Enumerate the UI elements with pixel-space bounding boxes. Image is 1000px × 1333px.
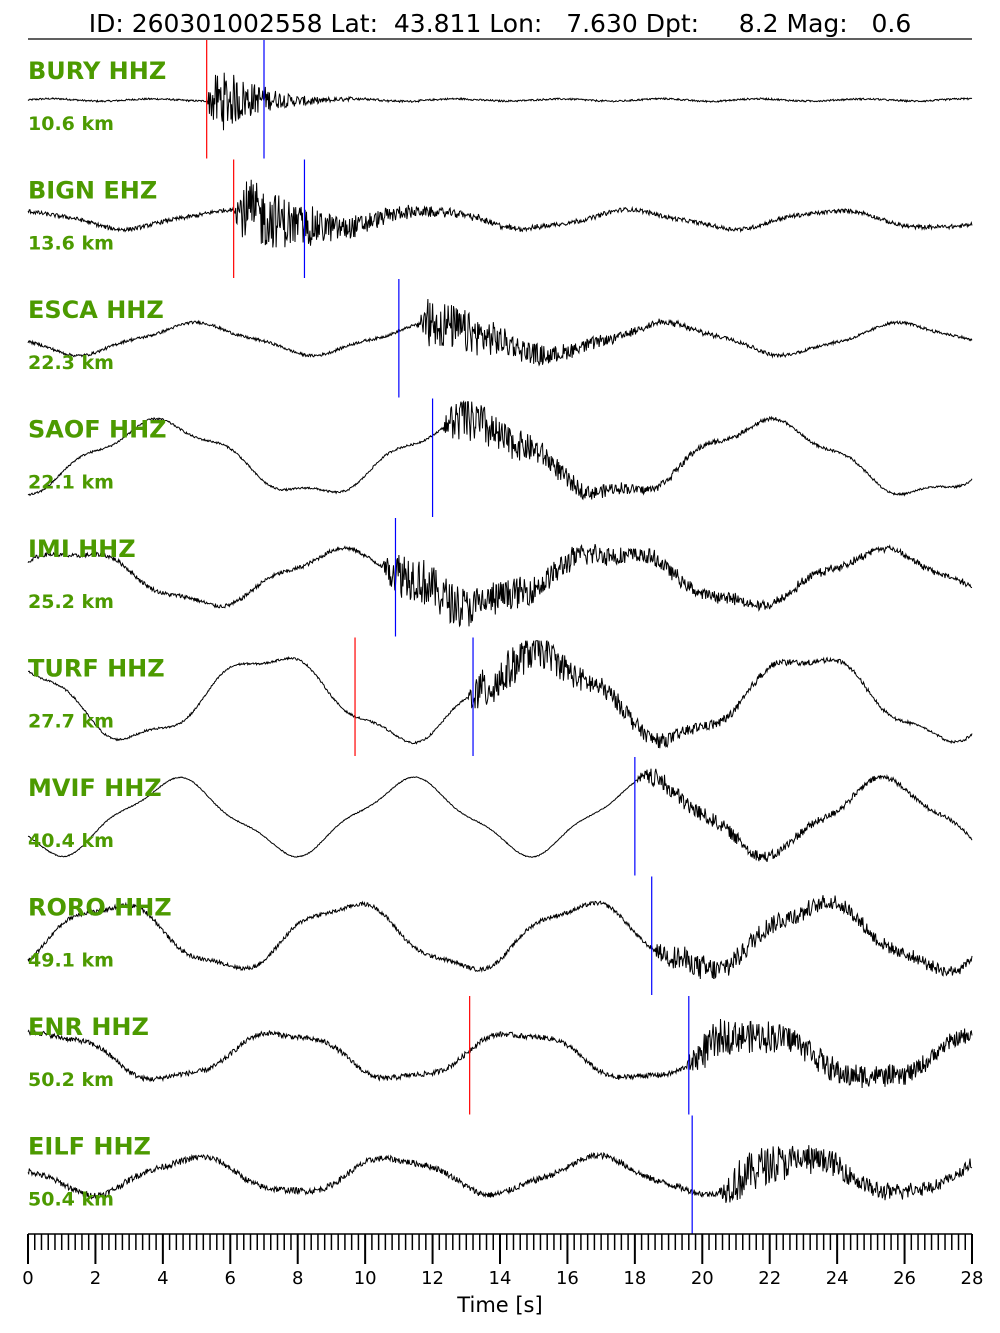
x-tick-label: 20 — [691, 1268, 714, 1289]
distance-label: 49.1 km — [28, 950, 114, 972]
x-tick-label: 16 — [556, 1268, 579, 1289]
x-tick-label: 4 — [157, 1268, 168, 1289]
distance-label: 27.7 km — [28, 711, 114, 733]
station-label: TURF HHZ — [28, 655, 165, 683]
trace-panel: ESCA HHZ 22.3 km — [27, 279, 973, 398]
distance-label: 22.3 km — [28, 352, 114, 374]
chart-title: ID: 260301002558 Lat: 43.811 Lon: 7.630 … — [89, 9, 912, 38]
trace-panel: BURY HHZ 10.6 km — [27, 40, 973, 159]
traces: BURY HHZ 10.6 km BIGN EHZ 13.6 km ESCA HHZ 22… — [27, 40, 973, 1234]
x-tick-label: 24 — [826, 1268, 849, 1289]
trace-panel: TURF HHZ 27.7 km — [28, 637, 973, 756]
distance-label: 50.4 km — [28, 1189, 114, 1211]
distance-label: 50.2 km — [28, 1069, 114, 1091]
x-axis: 0 2 4 6 8 10 12 14 16 18 20 22 24 26 28 — [22, 1233, 984, 1289]
distance-label: 10.6 km — [28, 113, 114, 135]
waveform-line — [27, 298, 973, 367]
trace-panel: ENR HHZ 50.2 km — [27, 996, 973, 1115]
waveform-line — [27, 768, 973, 862]
trace-panel: BIGN EHZ 13.6 km — [27, 159, 973, 278]
x-tick-label: 22 — [758, 1268, 781, 1289]
station-label: RORO HHZ — [28, 894, 172, 922]
x-tick-label: 2 — [90, 1268, 101, 1289]
waveform-line — [27, 179, 973, 248]
station-label: ESCA HHZ — [28, 296, 164, 324]
waveform-line — [27, 543, 973, 628]
trace-panel: SAOF HHZ 22.1 km — [27, 398, 973, 517]
x-tick-label: 12 — [421, 1268, 444, 1289]
waveform-line — [27, 400, 973, 501]
waveform-line — [27, 1145, 973, 1203]
distance-label: 25.2 km — [28, 591, 114, 613]
trace-panel: IMI HHZ 25.2 km — [27, 518, 973, 637]
station-label: BIGN EHZ — [28, 177, 157, 205]
x-tick-label: 14 — [489, 1268, 512, 1289]
waveform-line — [27, 895, 973, 980]
station-label: MVIF HHZ — [28, 774, 162, 802]
station-label: IMI HHZ — [28, 535, 136, 563]
trace-panel: MVIF HHZ 40.4 km — [27, 757, 973, 876]
waveform-line — [27, 72, 973, 131]
station-label: ENR HHZ — [28, 1013, 149, 1041]
distance-label: 22.1 km — [28, 472, 114, 494]
x-tick-label: 8 — [292, 1268, 303, 1289]
trace-panel: EILF HHZ 50.4 km — [27, 1115, 973, 1234]
station-label: SAOF HHZ — [28, 416, 167, 444]
distance-label: 40.4 km — [28, 830, 114, 852]
x-tick-label: 6 — [225, 1268, 236, 1289]
x-tick-label: 26 — [893, 1268, 916, 1289]
x-axis-label: Time [s] — [456, 1293, 542, 1317]
x-tick-label: 28 — [961, 1268, 984, 1289]
distance-label: 13.6 km — [28, 233, 114, 255]
x-tick-label: 0 — [22, 1268, 33, 1289]
x-tick-label: 18 — [623, 1268, 646, 1289]
waveform-line — [27, 1018, 973, 1089]
x-tick-label: 10 — [354, 1268, 377, 1289]
waveform-line — [28, 640, 973, 749]
station-label: BURY HHZ — [28, 57, 166, 85]
station-label: EILF HHZ — [28, 1133, 151, 1161]
trace-panel: RORO HHZ 49.1 km — [27, 876, 973, 995]
